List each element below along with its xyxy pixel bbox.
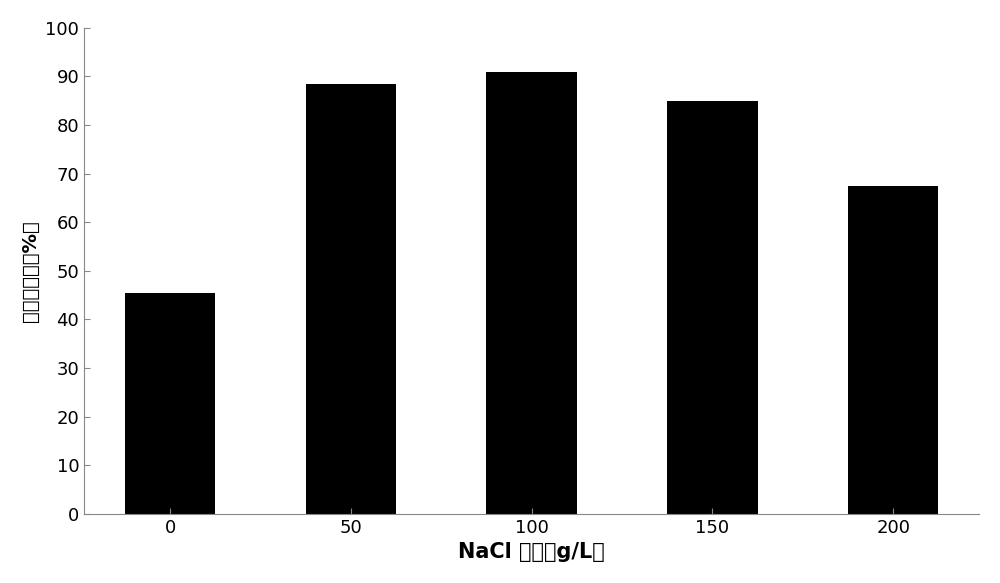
Bar bbox=[486, 72, 577, 514]
Y-axis label: 苯酚降解率（%）: 苯酚降解率（%） bbox=[21, 220, 40, 322]
Bar bbox=[667, 101, 758, 514]
X-axis label: NaCl 浓度（g/L）: NaCl 浓度（g/L） bbox=[458, 542, 605, 562]
Bar bbox=[848, 186, 938, 514]
Bar bbox=[125, 293, 215, 514]
Bar bbox=[306, 84, 396, 514]
